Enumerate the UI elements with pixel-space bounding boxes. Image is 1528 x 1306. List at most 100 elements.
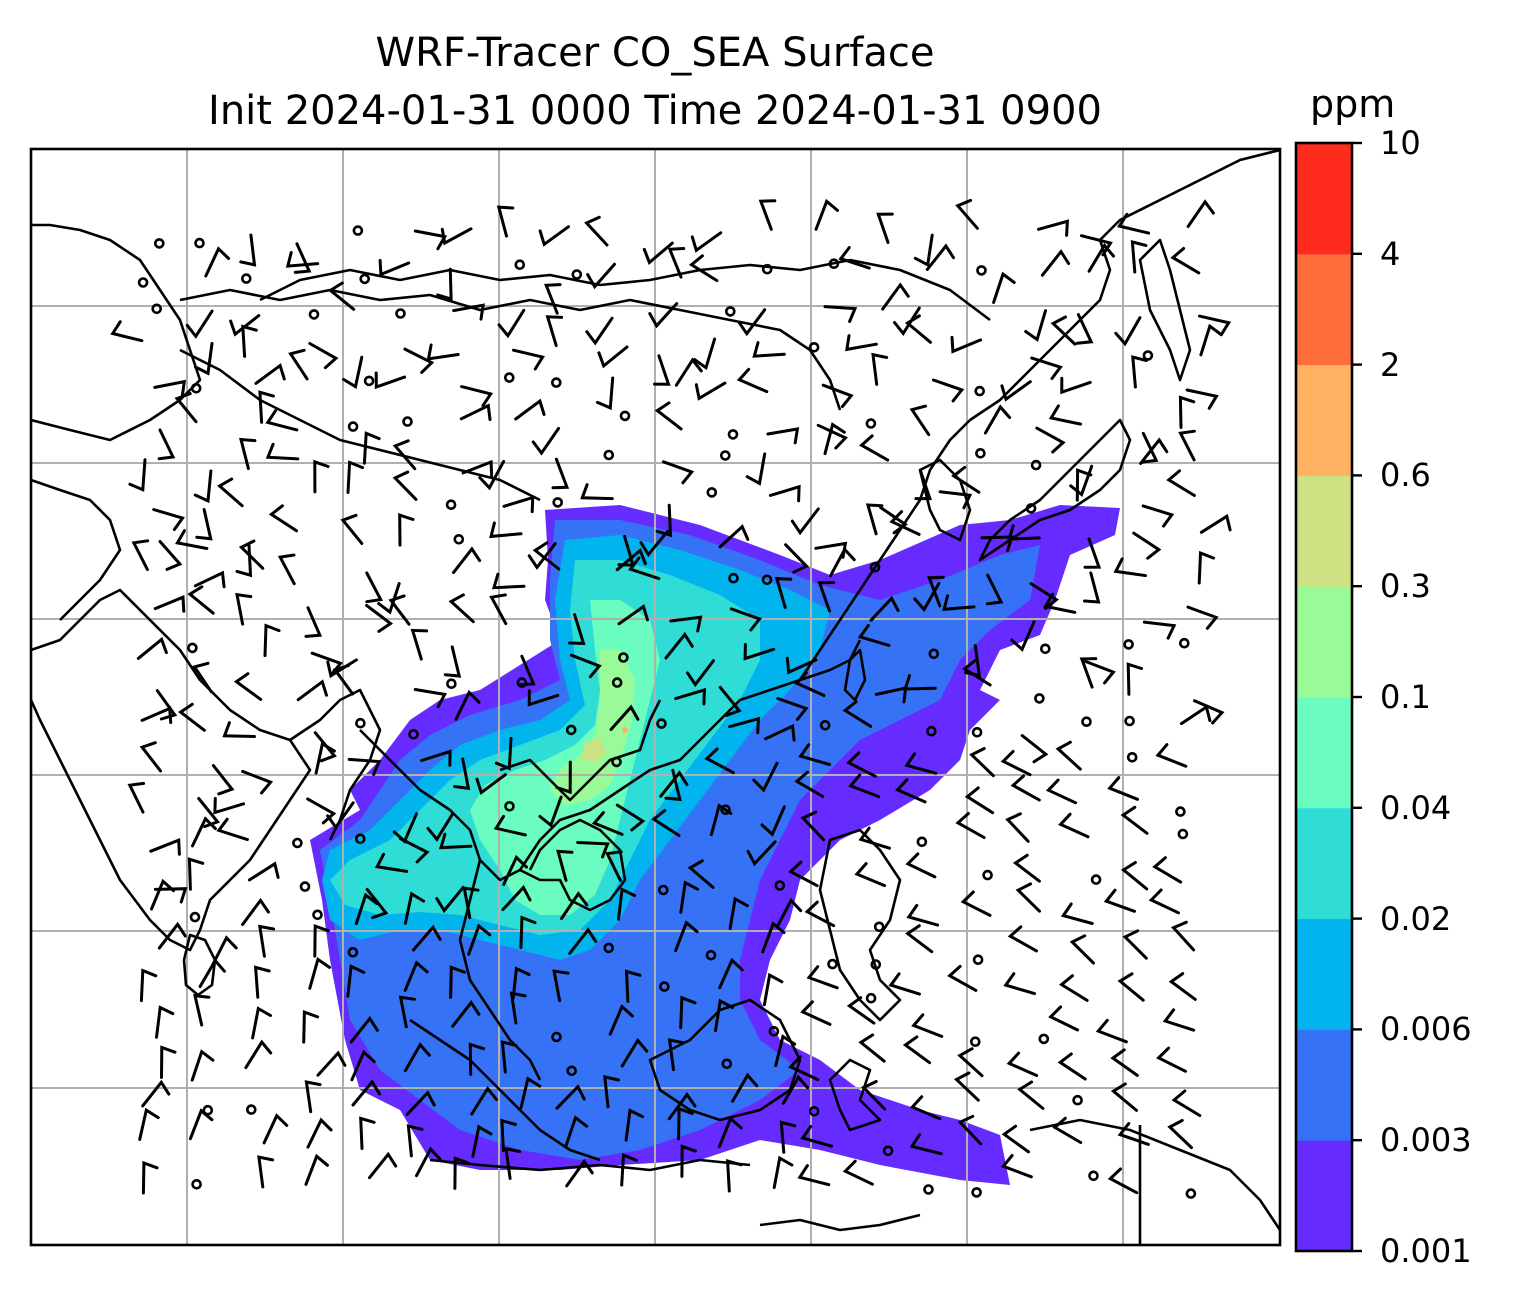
wind-barb [568,927,598,955]
wind-barb [304,1080,322,1114]
wind-barb [211,935,238,966]
wind-barb [346,460,365,494]
wind-barb [597,345,629,369]
calm-circle [352,225,364,236]
wind-barb [374,371,407,390]
colorbar-segment [1296,697,1352,809]
wind-barb [624,1108,645,1142]
coastline-bay-of-bengal [289,688,382,841]
wind-barb [752,341,786,358]
wind-barb [443,645,462,678]
wind-barb [1024,309,1047,342]
coastline-china-east [798,419,971,681]
wind-barb [467,923,492,956]
wind-barb [349,1015,379,1044]
wind-barb [1178,429,1196,462]
wind-barb [468,1042,486,1076]
wind-barb [435,885,465,914]
calm-circle [347,421,359,432]
calm-circle [603,449,615,461]
wind-barb [306,1117,333,1149]
tracer-level-7 [582,738,606,762]
wind-barb [191,816,217,848]
border-laos [499,699,662,802]
wind-barb [804,900,836,928]
wind-barb [591,811,624,836]
wind-barb [489,521,523,539]
calm-circle [355,717,366,729]
wind-barb [800,810,826,842]
wind-barb [931,378,965,403]
wind-barb [216,817,249,842]
wind-barb [674,357,703,387]
wind-barb [304,606,323,638]
wind-barb [327,281,356,311]
calm-circle [189,911,201,923]
calm-circle [202,1104,214,1116]
wind-barb [1003,972,1036,996]
coastline-japan [978,418,1132,562]
wind-barb [1120,861,1149,891]
wind-barb [596,376,615,411]
wind-barb [1193,699,1225,725]
wind-barb [743,643,776,661]
wind-barb [494,737,513,771]
wind-barb [478,459,506,491]
wind-barb [605,850,623,882]
wind-barb [519,915,537,950]
calm-circle [292,837,303,849]
wind-barb [1198,314,1232,337]
wind-barb [190,1049,215,1082]
calm-circle [308,309,320,320]
wind-barb [388,594,411,626]
wind-barb [365,603,394,633]
calm-circle [720,804,731,816]
wind-barb [440,227,473,246]
wind-barb [925,243,955,271]
wind-barb [603,1074,620,1109]
wind-barb [194,342,214,376]
wind-barb [262,1113,289,1145]
calm-circle [972,954,984,966]
wind-barb [405,1090,436,1116]
calm-circle [550,377,562,388]
wind-barb [718,685,742,717]
wind-barb [195,508,213,541]
calm-circle [453,533,465,545]
wind-barb [784,543,810,574]
wind-barb [403,891,426,925]
wind-barb [906,903,940,927]
wind-barbs [110,198,1232,1195]
wind-barb [471,1124,493,1158]
wind-barb [403,960,429,992]
colorbar-tick-label: 0.3 [1380,567,1431,606]
wind-barb [821,383,854,409]
wind-barb [545,315,564,348]
wind-barb [1017,1080,1045,1110]
wind-barb [714,998,734,1033]
wind-barb [354,892,379,926]
wind-barb [235,592,253,626]
wind-barb [519,1076,542,1110]
wind-barb [365,887,389,920]
wind-barb [342,355,364,389]
wind-barb [617,604,649,626]
calm-circle [1072,1094,1083,1106]
calm-circle [1124,715,1135,727]
wind-barb [1040,249,1071,277]
wind-barb [1126,662,1143,696]
border-himalaya [179,348,541,502]
wind-barb [568,613,586,645]
wind-barb [193,993,211,1027]
wind-barb [411,924,442,952]
wind-barb [1155,743,1188,768]
wind-barb [1167,1119,1193,1150]
wind-barb [489,593,508,626]
wind-barb [1130,240,1148,274]
wind-barb [527,542,557,570]
calm-wind-circles [137,225,1197,1199]
wind-barb [460,385,494,408]
wind-barb [1152,856,1183,884]
wind-barb [347,757,382,776]
